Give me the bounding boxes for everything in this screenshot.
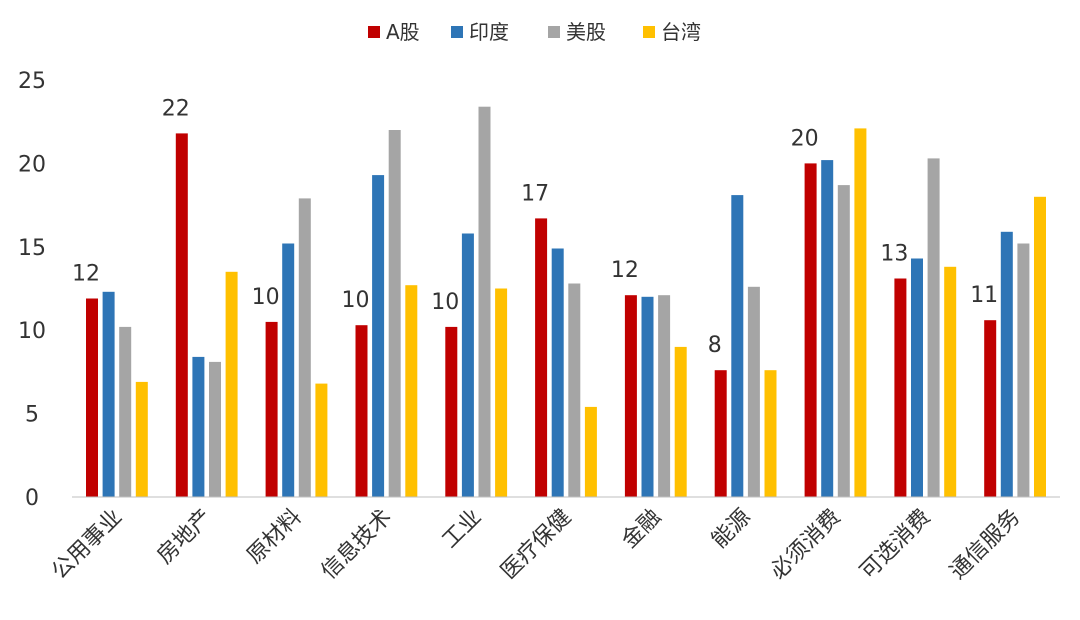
- bar-1-2: [282, 243, 295, 497]
- data-label-5: 17: [521, 181, 549, 206]
- x-category-label-5: 医疗保健: [496, 505, 576, 585]
- x-category-label-3: 信息技术: [317, 505, 397, 585]
- bar-1-4: [461, 233, 474, 497]
- bar-0-2: [265, 321, 278, 497]
- bar-2-9: [927, 158, 940, 497]
- legend-label-2: 美股: [566, 20, 606, 44]
- data-label-9: 13: [880, 242, 908, 267]
- bar-0-3: [355, 325, 368, 497]
- bar-3-0: [135, 381, 148, 497]
- x-category-label-9: 可选消费: [856, 505, 936, 585]
- bar-0-1: [175, 133, 188, 497]
- bar-1-7: [731, 195, 744, 497]
- legend-swatch-0: [368, 26, 380, 38]
- y-tick-label-3: 15: [18, 236, 46, 261]
- y-tick-label-4: 20: [18, 152, 46, 177]
- bar-1-9: [911, 258, 923, 497]
- x-category-label-8: 必须消费: [766, 505, 846, 585]
- bar-1-5: [551, 248, 564, 497]
- legend-label-3: 台湾: [661, 20, 701, 44]
- x-category-label-0: 公用事业: [47, 505, 127, 585]
- bar-2-2: [298, 198, 311, 497]
- x-category-label-4: 工业: [438, 505, 487, 554]
- data-label-1: 22: [162, 96, 190, 121]
- y-tick-label-5: 25: [18, 69, 46, 94]
- bar-3-6: [674, 346, 687, 497]
- bar-1-10: [1000, 231, 1013, 498]
- x-category-label-2: 原材料: [242, 505, 306, 569]
- bar-1-8: [821, 160, 834, 497]
- bar-2-5: [568, 283, 581, 497]
- bar-0-8: [804, 163, 817, 497]
- y-axis: 0 5 10 15 20 25: [18, 69, 46, 511]
- y-tick-label-1: 5: [25, 403, 39, 428]
- data-label-4: 10: [431, 290, 459, 315]
- bar-3-10: [1034, 196, 1046, 498]
- data-labels: 12 22 10 10 10 17 12 8 20 13 11: [72, 96, 998, 358]
- bar-0-4: [445, 326, 458, 497]
- bar-3-8: [854, 128, 867, 497]
- bar-1-0: [102, 291, 115, 497]
- bar-2-10: [1017, 243, 1030, 497]
- legend-label-1: 印度: [469, 20, 509, 44]
- data-label-2: 10: [252, 285, 280, 310]
- bars: [86, 106, 1046, 498]
- bar-1-3: [372, 175, 385, 497]
- legend-swatch-1: [451, 26, 463, 38]
- bar-0-10: [984, 320, 997, 497]
- bar-2-3: [388, 130, 401, 497]
- data-label-0: 12: [72, 262, 100, 287]
- legend-swatch-2: [548, 26, 560, 38]
- y-tick-label-2: 10: [18, 319, 46, 344]
- bar-0-0: [86, 298, 98, 497]
- x-category-label-7: 能源: [707, 505, 756, 554]
- bar-2-7: [747, 286, 760, 497]
- bar-2-6: [658, 295, 671, 497]
- bar-3-3: [405, 285, 418, 497]
- x-category-label-1: 房地产: [153, 505, 217, 569]
- data-label-6: 12: [611, 258, 639, 283]
- bar-3-9: [944, 266, 957, 497]
- bar-0-6: [624, 295, 637, 497]
- data-label-3: 10: [342, 288, 370, 313]
- legend-swatch-3: [643, 26, 655, 38]
- legend-label-0: A股: [386, 20, 420, 44]
- data-label-8: 20: [791, 126, 819, 151]
- bar-0-9: [894, 278, 907, 497]
- x-category-label-6: 金融: [617, 505, 666, 554]
- bar-0-5: [535, 218, 548, 497]
- bar-3-5: [584, 406, 597, 497]
- data-label-7: 8: [708, 333, 722, 358]
- y-tick-label-0: 0: [25, 486, 39, 511]
- bar-1-6: [641, 296, 654, 497]
- bar-3-2: [315, 383, 328, 497]
- bar-3-4: [495, 288, 508, 497]
- bar-1-1: [192, 356, 205, 497]
- bar-2-4: [478, 106, 491, 497]
- data-label-10: 11: [970, 283, 998, 308]
- bar-3-7: [764, 370, 777, 497]
- legend: A股 印度 美股 台湾: [368, 20, 701, 44]
- x-axis: 公用事业 房地产 原材料 信息技术 工业 医疗保健 金融 能源 必须消费 可选消费 通信服务: [47, 496, 1060, 585]
- bar-0-7: [714, 370, 727, 497]
- bar-2-0: [119, 326, 132, 497]
- bar-3-1: [225, 271, 238, 497]
- x-category-label-10: 通信服务: [945, 505, 1025, 585]
- bar-2-1: [209, 361, 221, 497]
- bar-2-8: [837, 185, 850, 497]
